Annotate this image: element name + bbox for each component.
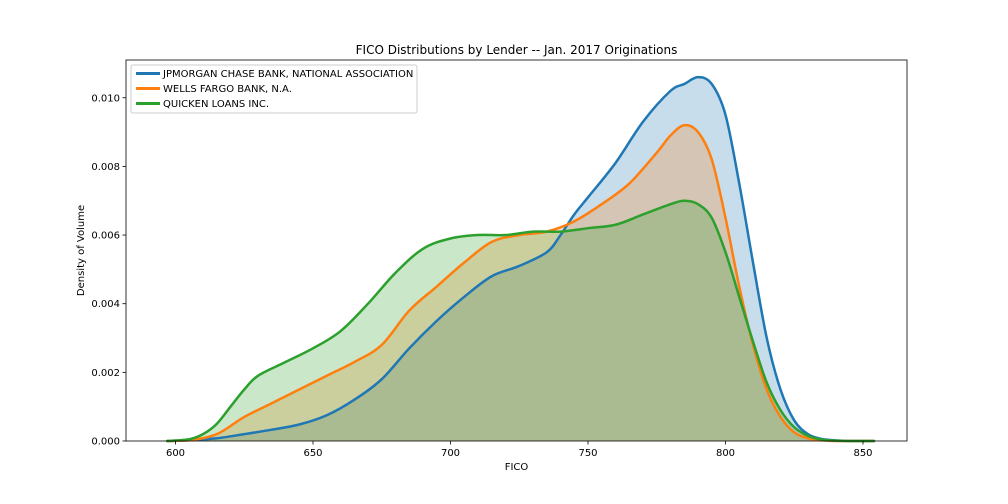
legend: JPMORGAN CHASE BANK, NATIONAL ASSOCIATIO…: [130, 64, 418, 114]
x-tick-label: 650: [303, 448, 322, 459]
series-fill-0: [167, 77, 874, 441]
legend-label-quicken: QUICKEN LOANS INC.: [163, 99, 269, 110]
series-fill-2: [167, 200, 874, 441]
series-lines: [166, 75, 876, 443]
x-tick-label: 700: [441, 448, 460, 459]
series-line-2: [166, 199, 876, 443]
x-tick-label: 750: [578, 448, 597, 459]
plot-frame: [125, 59, 908, 442]
series-line-1: [166, 123, 876, 443]
x-tick-label: 600: [166, 448, 185, 459]
legend-box: [130, 64, 418, 114]
legend-label-jpmorgan: JPMORGAN CHASE BANK, NATIONAL ASSOCIATIO…: [162, 69, 413, 80]
x-tick-label: 800: [716, 448, 735, 459]
series-line-0: [166, 75, 876, 443]
x-tick-label: 850: [853, 448, 872, 459]
x-axis-ticks: 600 650 700 750 800 850: [166, 441, 873, 459]
chart-title: FICO Distributions by Lender -- Jan. 201…: [356, 43, 678, 57]
y-tick-label: 0.008: [91, 162, 120, 173]
y-axis-ticks: 0.000 0.002 0.004 0.006 0.008 0.010: [91, 93, 126, 448]
y-tick-label: 0.000: [91, 437, 120, 448]
y-tick-label: 0.010: [91, 93, 120, 104]
x-axis-label: FICO: [505, 462, 529, 473]
y-tick-label: 0.002: [91, 368, 120, 379]
legend-label-wells-fargo: WELLS FARGO BANK, N.A.: [163, 84, 292, 95]
y-tick-label: 0.004: [91, 299, 120, 310]
y-tick-label: 0.006: [91, 231, 120, 242]
y-axis-label: Density of Volume: [76, 205, 87, 296]
